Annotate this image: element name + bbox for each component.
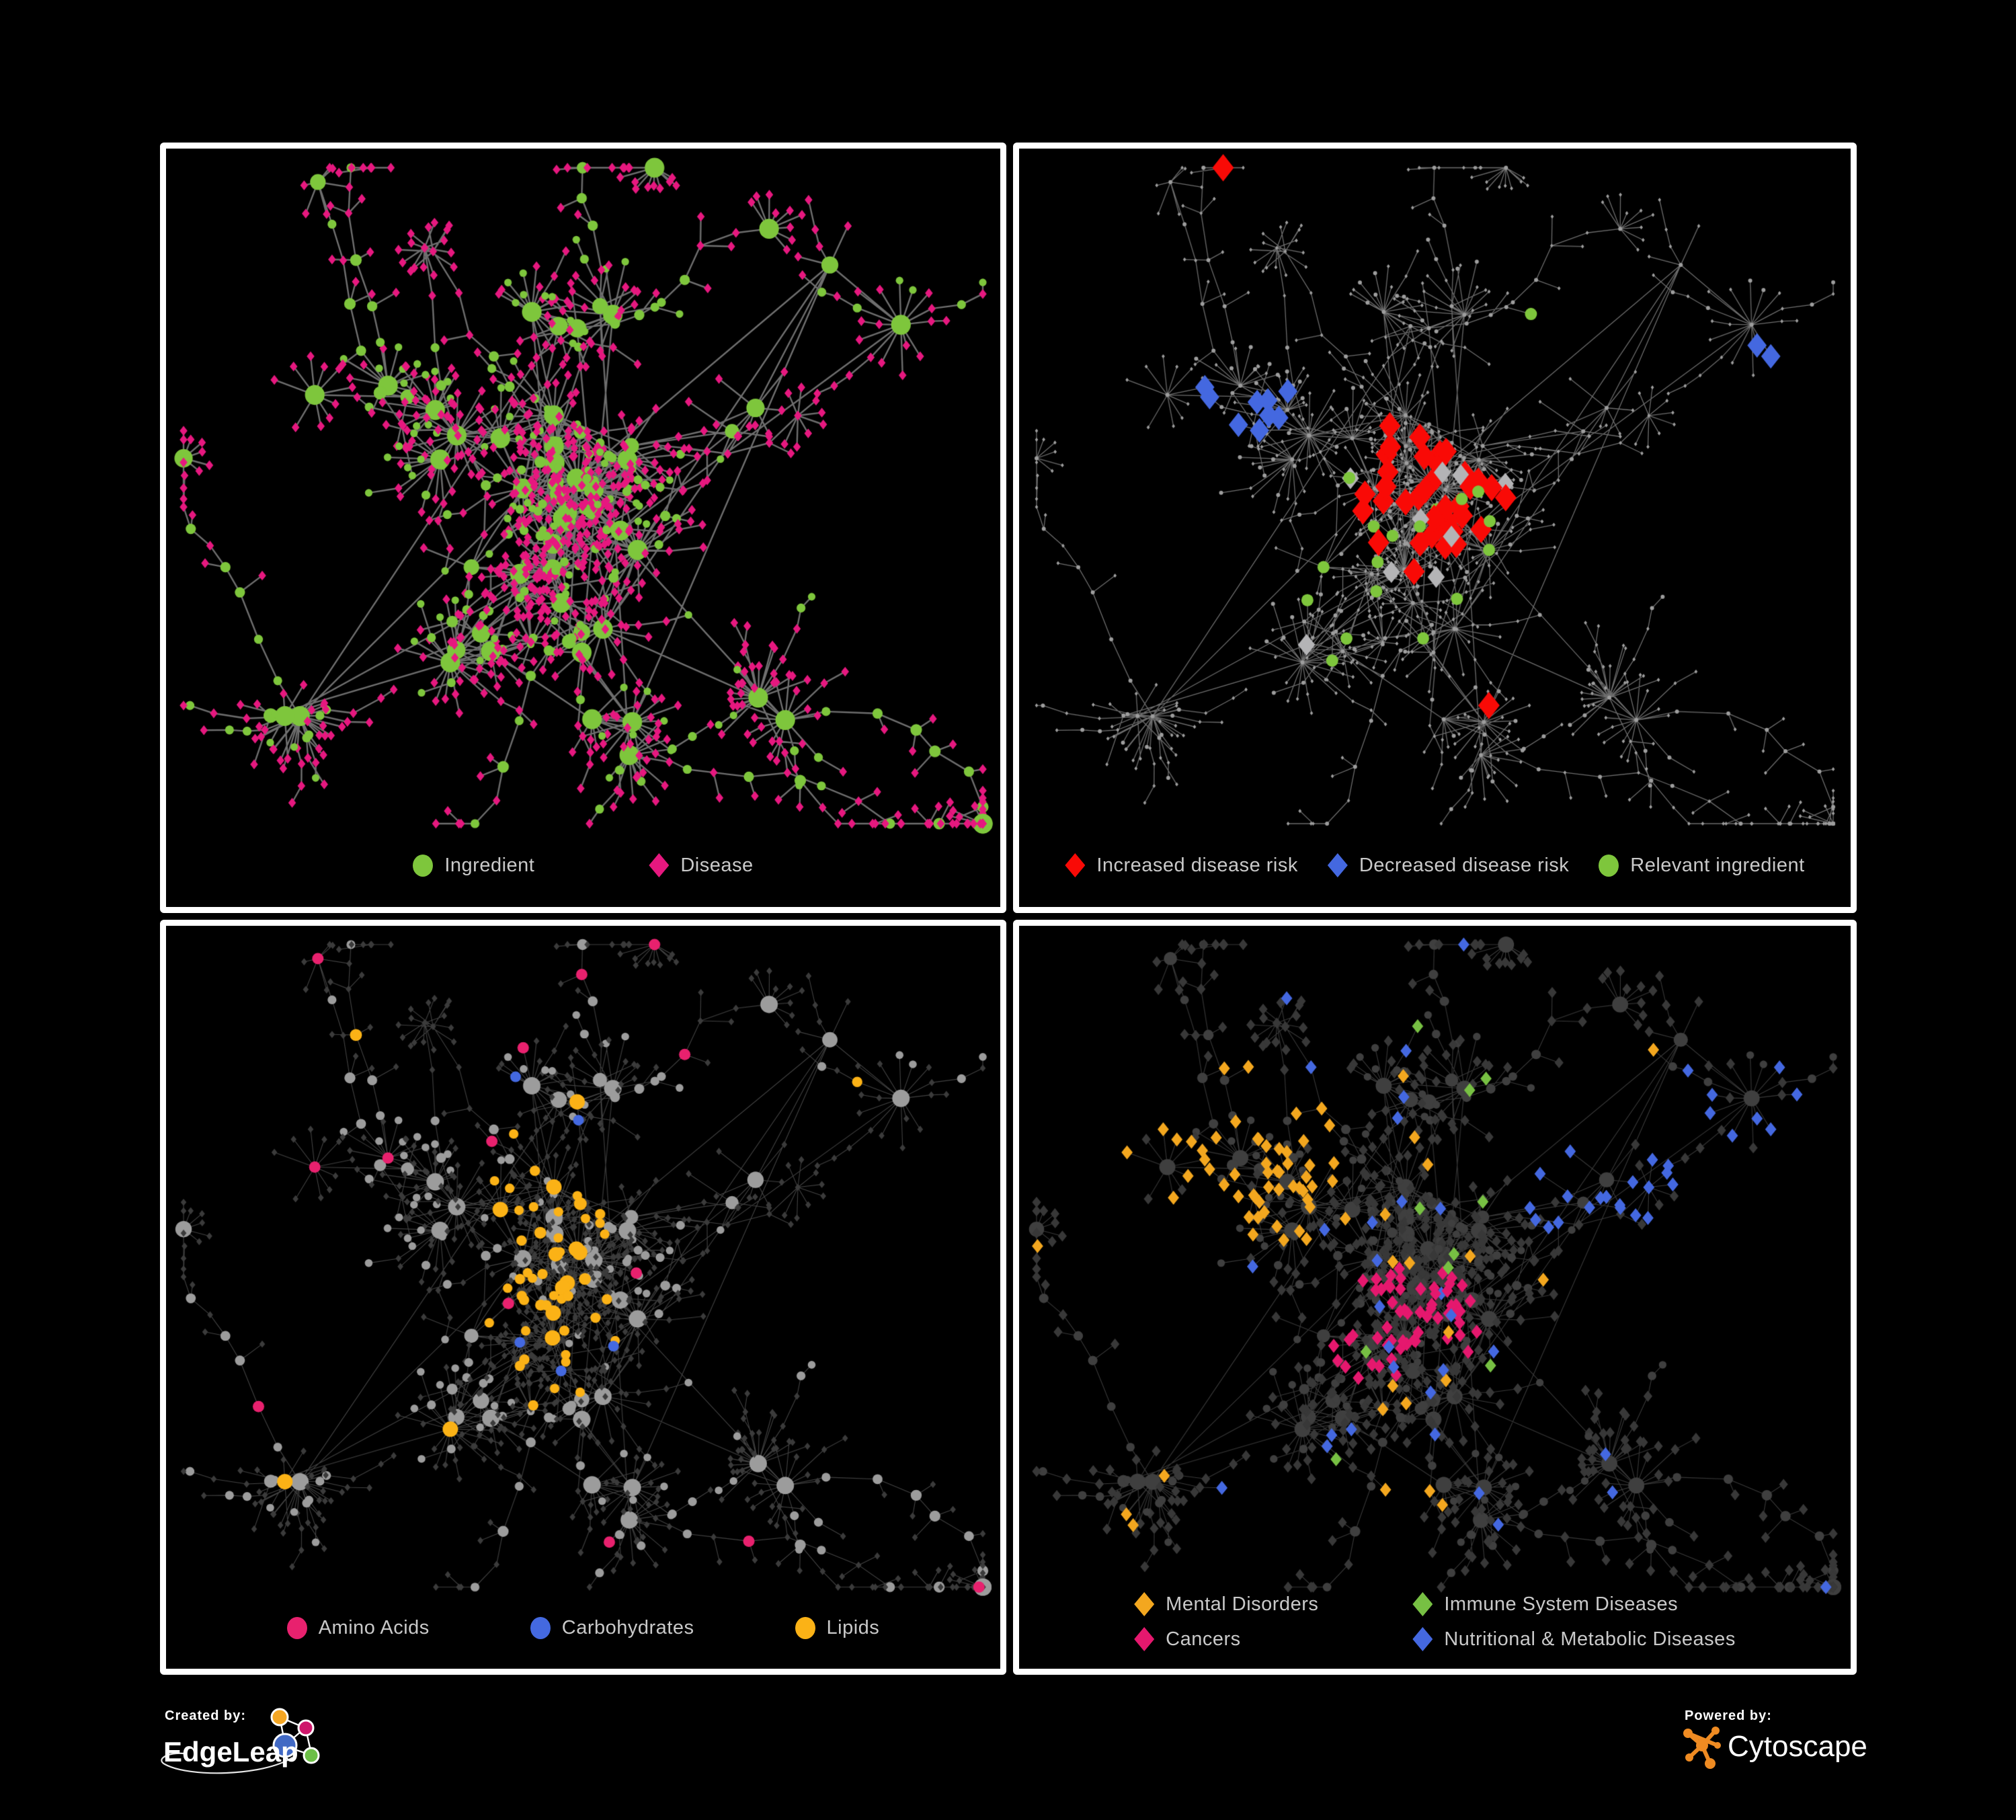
circle-marker-icon: [795, 1617, 815, 1639]
panel-ingredient-disease-network: Ingredient Disease: [160, 143, 1006, 913]
disease-class-network-canvas: [1019, 926, 1851, 1669]
edgeleap-logo-green-node: [303, 1747, 320, 1764]
edgeleap-logo-orange-node: [270, 1708, 289, 1727]
legend-item-nutritional-metabolic-diseases: Nutritional & Metabolic Diseases: [1412, 1627, 1735, 1651]
panel-nutrient-class-network: Amino Acids Carbohydrates Lipids: [160, 920, 1006, 1675]
circle-marker-icon: [530, 1617, 551, 1639]
legend-label: Ingredient: [444, 854, 535, 876]
legend-item-immune-system-diseases: Immune System Diseases: [1412, 1592, 1735, 1616]
legend-label: Amino Acids: [318, 1617, 430, 1638]
diamond-marker-icon: [1412, 1592, 1433, 1616]
edgeleap-logo-blue-node: [272, 1733, 298, 1758]
legend-label: Disease: [680, 854, 754, 876]
cytoscape-brand-text: Cytoscape: [1728, 1730, 1867, 1763]
legend-item-decreased-disease-risk: Decreased disease risk: [1327, 853, 1570, 877]
diamond-marker-icon: [1134, 1627, 1155, 1651]
legend-label: Relevant ingredient: [1630, 854, 1805, 876]
legend-label: Carbohydrates: [561, 1617, 694, 1638]
legend-item-ingredient: Ingredient: [413, 854, 535, 877]
cytoscape-logo-nodes: [1683, 1727, 1721, 1769]
legend-item-lipids: Lipids: [795, 1617, 880, 1639]
legend-item-carbohydrates: Carbohydrates: [530, 1617, 694, 1639]
nutrient-class-network-canvas: [166, 926, 1000, 1669]
edgeleap-logo-pink-node: [297, 1719, 315, 1737]
legend-item-disease: Disease: [649, 853, 753, 877]
edgeleap-credit: Created by: EdgeLeap: [161, 1708, 320, 1774]
legend-label: Nutritional & Metabolic Diseases: [1444, 1628, 1736, 1650]
cytoscape-credit: Powered by: Cytoscape: [1683, 1708, 1867, 1769]
diamond-marker-icon: [1412, 1627, 1433, 1651]
legend-label: Cancers: [1166, 1628, 1241, 1650]
circle-marker-icon: [1599, 854, 1619, 877]
legend-nutrient-class: Amino Acids Carbohydrates Lipids: [166, 1617, 1000, 1639]
legend-disease-class: Mental Disorders Immune System Diseases Ca…: [1019, 1592, 1851, 1651]
powered-by-label: Powered by:: [1685, 1708, 1772, 1723]
legend-label: Immune System Diseases: [1444, 1593, 1679, 1615]
edgeleap-swoosh: [161, 1752, 293, 1774]
legend-label: Increased disease risk: [1096, 854, 1298, 876]
legend-item-mental-disorders: Mental Disorders: [1134, 1592, 1318, 1616]
legend-label: Decreased disease risk: [1359, 854, 1570, 876]
created-by-label: Created by:: [165, 1708, 246, 1723]
ingredient-disease-network-canvas: [166, 149, 1000, 907]
legend-item-relevant-ingredient: Relevant ingredient: [1599, 854, 1805, 877]
diamond-marker-icon: [649, 853, 670, 877]
legend-label: Mental Disorders: [1166, 1593, 1319, 1615]
panel-disease-risk-network: Increased disease risk Decreased disease …: [1013, 143, 1857, 913]
legend-item-increased-disease-risk: Increased disease risk: [1065, 853, 1298, 877]
diamond-marker-icon: [1134, 1592, 1155, 1616]
legend-disease-risk: Increased disease risk Decreased disease …: [1019, 853, 1851, 877]
disease-risk-network-canvas: [1019, 149, 1851, 907]
legend-label: Lipids: [826, 1617, 880, 1638]
circle-marker-icon: [286, 1617, 307, 1639]
diamond-marker-icon: [1065, 853, 1086, 877]
legend-item-amino-acids: Amino Acids: [286, 1617, 430, 1639]
edgeleap-brand-text: EdgeLeap: [163, 1736, 298, 1768]
legend-ingredient-disease: Ingredient Disease: [166, 853, 1000, 877]
circle-marker-icon: [413, 854, 434, 877]
panel-disease-class-network: Mental Disorders Immune System Diseases Ca…: [1013, 920, 1857, 1675]
legend-item-cancers: Cancers: [1134, 1627, 1318, 1651]
diamond-marker-icon: [1327, 853, 1348, 877]
